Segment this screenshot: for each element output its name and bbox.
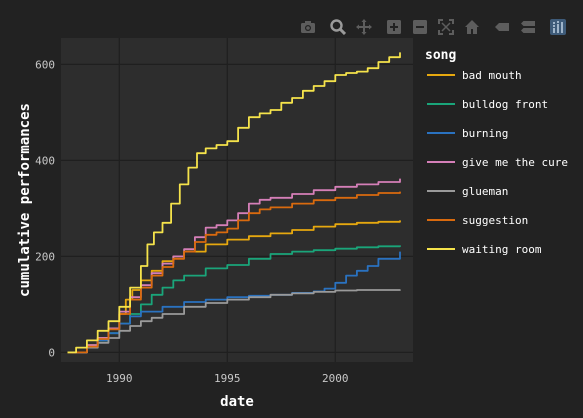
x-tick-label: 1990 — [106, 372, 133, 385]
home-icon[interactable] — [462, 17, 482, 37]
zoom-out-icon[interactable] — [410, 17, 430, 37]
legend-label[interactable]: waiting room — [462, 243, 542, 256]
plotly-logo-icon[interactable] — [548, 17, 568, 37]
series-line-glueman[interactable] — [80, 289, 401, 354]
x-tick-label: 1995 — [214, 372, 241, 385]
legend-label[interactable]: give me the cure — [462, 156, 568, 169]
hover-closest-icon[interactable] — [492, 17, 512, 37]
legend-label[interactable]: suggestion — [462, 214, 528, 227]
y-axis-title: cumulative performances — [17, 103, 33, 297]
y-tick-label: 0 — [48, 346, 55, 359]
x-tick-label: 2000 — [322, 372, 349, 385]
legend-title: song — [425, 48, 456, 63]
camera-icon[interactable] — [298, 17, 318, 37]
legend-label[interactable]: bad mouth — [462, 69, 522, 82]
y-tick-label: 200 — [35, 250, 55, 263]
series-group — [67, 52, 401, 354]
series-line-waiting-room[interactable] — [67, 52, 401, 354]
x-axis-title: date — [220, 394, 254, 410]
zoom-in-icon[interactable] — [384, 17, 404, 37]
y-tick-label: 600 — [35, 58, 55, 71]
pan-icon[interactable] — [354, 17, 374, 37]
y-tick-label: 400 — [35, 154, 55, 167]
tick-labels: 1990 1995 2000 0 200 400 600 — [35, 58, 348, 385]
hover-compare-icon[interactable] — [518, 17, 538, 37]
legend-label[interactable]: burning — [462, 127, 508, 140]
legend-label[interactable]: glueman — [462, 185, 508, 198]
legend: song bad mouth bulldog front burning give m… — [425, 48, 568, 256]
zoom-icon[interactable] — [328, 17, 348, 37]
plot-area[interactable] — [61, 38, 413, 362]
autoscale-icon[interactable] — [436, 17, 456, 37]
legend-label[interactable]: bulldog front — [462, 98, 548, 111]
modebar — [298, 17, 574, 37]
